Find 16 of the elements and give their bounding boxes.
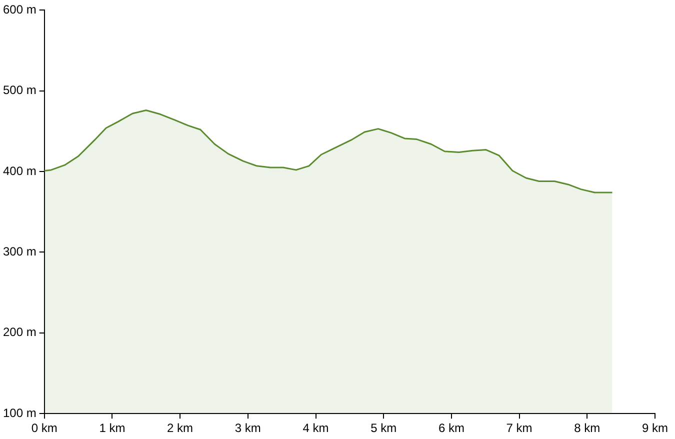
- y-tick-label: 400 m: [2, 164, 36, 178]
- y-tick-label: 300 m: [2, 244, 36, 259]
- y-tick-label: 100 m: [2, 406, 36, 420]
- x-tick-label: 1 km: [99, 421, 126, 436]
- x-tick-label: 3 km: [234, 421, 261, 436]
- y-tick-label: 200 m: [2, 325, 36, 340]
- x-tick-label: 0 km: [31, 421, 58, 436]
- x-tick-label: 5 km: [370, 421, 397, 436]
- x-tick-label: 9 km: [642, 421, 668, 436]
- y-tick-label: 500 m: [2, 83, 36, 98]
- x-tick-label: 4 km: [302, 421, 329, 436]
- y-tick-label: 600 m: [2, 2, 36, 17]
- x-tick-label: 2 km: [167, 421, 194, 436]
- x-tick-label: 6 km: [438, 421, 464, 436]
- x-tick-label: 8 km: [574, 421, 600, 436]
- x-tick-label: 7 km: [506, 421, 532, 436]
